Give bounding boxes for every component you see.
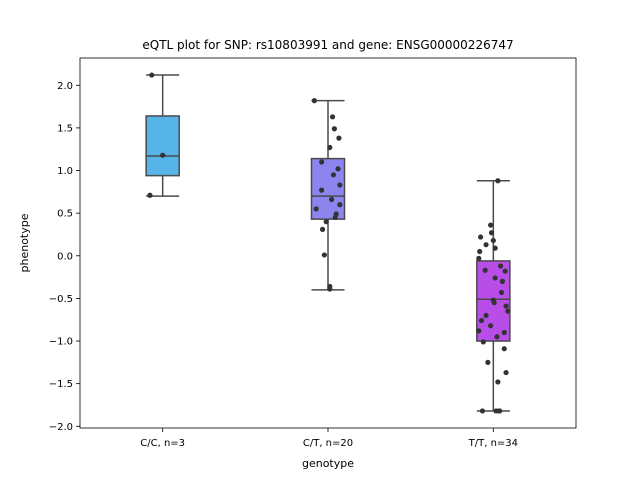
data-point xyxy=(335,166,341,172)
y-tick-label: 0.5 xyxy=(57,209,73,220)
data-point xyxy=(329,196,335,203)
data-point xyxy=(319,226,326,232)
data-point xyxy=(501,346,507,352)
data-point xyxy=(476,328,482,334)
data-point xyxy=(498,263,504,269)
data-point xyxy=(329,114,336,120)
data-point xyxy=(327,286,333,292)
data-points xyxy=(476,178,511,414)
box-group xyxy=(310,99,346,291)
data-point xyxy=(497,408,503,414)
y-tick-label: 0.0 xyxy=(57,251,73,262)
data-point xyxy=(505,308,511,314)
x-tick-label: T/T, n=34 xyxy=(468,438,518,449)
data-point xyxy=(331,126,337,132)
x-tick-label: C/C, n=3 xyxy=(140,438,185,449)
data-point xyxy=(477,248,483,255)
data-point xyxy=(323,219,329,225)
data-point xyxy=(313,206,319,212)
data-point xyxy=(476,255,482,261)
box-iqr xyxy=(145,115,180,177)
data-point xyxy=(492,245,498,251)
y-tick-label: −1.5 xyxy=(49,379,73,390)
data-point xyxy=(149,72,155,78)
x-tick-label: C/T, n=20 xyxy=(303,438,353,449)
data-point xyxy=(319,159,325,165)
data-point xyxy=(337,202,343,208)
data-point xyxy=(479,408,486,414)
data-point xyxy=(482,267,488,273)
data-point xyxy=(311,98,317,104)
plot-area xyxy=(145,72,511,414)
data-point xyxy=(478,234,484,240)
y-tick-label: 1.0 xyxy=(57,166,73,177)
x-axis: C/C, n=3 C/T, n=20 T/T, n=34 xyxy=(140,428,518,449)
data-point xyxy=(319,187,325,193)
data-points xyxy=(311,98,343,292)
y-tick-label: 1.5 xyxy=(57,123,73,134)
data-point xyxy=(488,230,495,236)
data-point xyxy=(501,329,507,336)
data-point xyxy=(491,300,497,306)
data-point xyxy=(494,334,500,340)
data-point xyxy=(147,192,153,198)
y-axis: −2.0 −1.5 −1.0 −0.5 0.0 0.5 1.0 1.5 2.0 xyxy=(49,81,80,433)
y-axis-label: phenotype xyxy=(18,213,31,272)
data-point xyxy=(336,135,342,141)
data-point xyxy=(488,323,494,329)
data-points xyxy=(147,72,166,198)
data-point xyxy=(495,379,501,385)
y-tick-label: 2.0 xyxy=(57,81,73,92)
data-point xyxy=(485,359,491,365)
chart-title: eQTL plot for SNP: rs10803991 and gene: … xyxy=(142,38,513,52)
box-group xyxy=(476,180,511,412)
data-point xyxy=(332,214,338,221)
data-point xyxy=(483,312,489,319)
data-point xyxy=(483,242,489,248)
data-point xyxy=(498,289,505,296)
data-point xyxy=(490,237,496,244)
data-point xyxy=(495,178,501,184)
data-point xyxy=(492,275,498,281)
data-point xyxy=(480,339,486,345)
data-point xyxy=(503,303,509,309)
data-point xyxy=(337,182,343,188)
box-group xyxy=(145,74,180,197)
data-point xyxy=(503,369,509,376)
data-point xyxy=(160,152,166,158)
data-point xyxy=(499,278,506,284)
x-axis-label: genotype xyxy=(302,457,354,470)
data-point xyxy=(488,222,494,228)
y-tick-label: −2.0 xyxy=(49,422,73,433)
y-tick-label: −1.0 xyxy=(49,337,73,348)
data-point xyxy=(321,252,327,258)
data-point xyxy=(478,317,485,324)
y-tick-label: −0.5 xyxy=(49,294,73,305)
data-point xyxy=(327,144,333,151)
data-point xyxy=(502,268,508,274)
data-point xyxy=(330,172,337,178)
